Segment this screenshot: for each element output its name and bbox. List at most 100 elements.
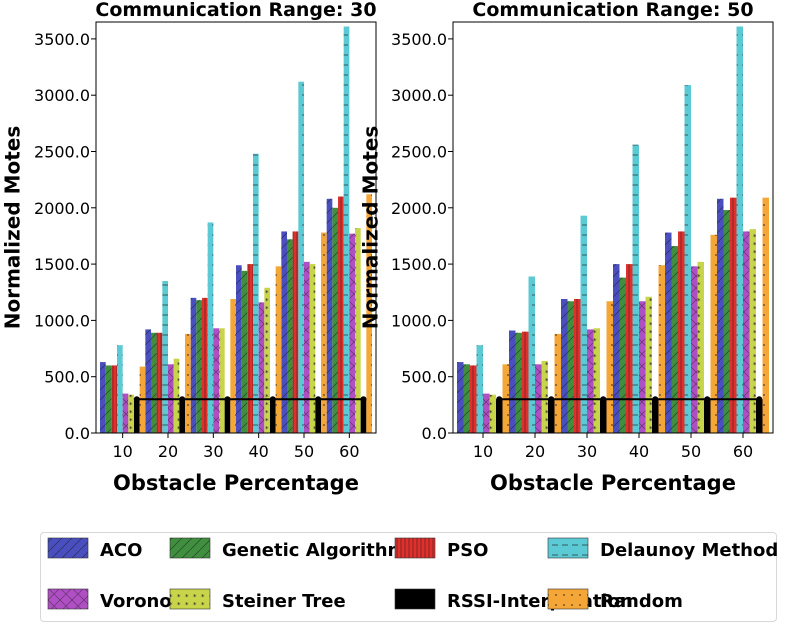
bar-hatch bbox=[522, 331, 529, 433]
bar-hatch bbox=[736, 26, 743, 433]
bar-aco-30 bbox=[190, 297, 197, 433]
bar-pso-30 bbox=[202, 297, 208, 433]
bar-pso-20 bbox=[522, 331, 529, 433]
bar-hatch bbox=[587, 329, 594, 433]
bar-random-60 bbox=[762, 197, 769, 433]
chart-panel-range-30: Communication Range: 30 0.0 500.0 1000.0 150… bbox=[1, 0, 377, 495]
bar-hatch bbox=[476, 345, 483, 433]
bar-delaunoy-method-20 bbox=[528, 276, 535, 433]
bar-rssi-interpolation-60 bbox=[360, 399, 367, 433]
bar-hatch bbox=[253, 153, 259, 433]
bar-voronoi-30 bbox=[587, 329, 594, 433]
bar-voronoi-30 bbox=[213, 328, 219, 433]
bar-pso-40 bbox=[626, 264, 633, 433]
bar-hatch bbox=[100, 362, 106, 433]
bar-hatch bbox=[515, 332, 522, 433]
y-tick-label: 3500.0 bbox=[34, 30, 90, 49]
bar-hatch bbox=[509, 330, 516, 433]
bar-hatch bbox=[343, 26, 350, 433]
bar-hatch bbox=[541, 360, 548, 433]
bar-hatch bbox=[366, 194, 372, 433]
y-tick-label: 1000.0 bbox=[34, 311, 90, 330]
x-tick-label: 40 bbox=[629, 442, 649, 461]
y-axis-label: Normalized Motes bbox=[359, 126, 383, 330]
bar-pso-30 bbox=[574, 299, 581, 433]
bar-hatch bbox=[298, 81, 304, 434]
bar-aco-20 bbox=[145, 329, 151, 433]
bar-aco-60 bbox=[717, 198, 724, 433]
bar-genetic-algorithms-50 bbox=[287, 239, 293, 433]
bar-delaunoy-method-40 bbox=[253, 153, 259, 433]
bar-hatch bbox=[281, 231, 287, 433]
bar-genetic-algorithms-10 bbox=[463, 364, 470, 433]
rssi-point-50 bbox=[315, 396, 322, 403]
bar-hatch bbox=[730, 197, 737, 433]
x-tick-label: 40 bbox=[248, 442, 268, 461]
bar-random-20 bbox=[185, 333, 191, 433]
bar-hatch bbox=[349, 233, 355, 433]
bar-random-40 bbox=[275, 266, 282, 433]
bar-hatch bbox=[561, 299, 568, 433]
bar-hatch bbox=[626, 264, 633, 433]
legend bbox=[40, 532, 777, 622]
chart-title: Communication Range: 30 bbox=[95, 0, 376, 21]
bar-random-30 bbox=[606, 301, 613, 433]
bar-genetic-algorithms-10 bbox=[105, 365, 112, 433]
bar-hatch bbox=[574, 299, 581, 433]
bar-genetic-algorithms-40 bbox=[241, 270, 248, 433]
bar-steiner-tree-50 bbox=[697, 261, 704, 433]
bar-hatch bbox=[665, 232, 672, 433]
bar-hatch bbox=[151, 332, 157, 433]
bar-voronoi-50 bbox=[691, 266, 698, 433]
x-tick-label: 60 bbox=[733, 442, 753, 461]
y-tick-label: 2500.0 bbox=[391, 142, 447, 161]
bar-hatch bbox=[111, 365, 117, 433]
y-tick-label: 0.0 bbox=[422, 424, 447, 443]
bar-aco-40 bbox=[613, 264, 620, 433]
bar-rssi-interpolation-30 bbox=[224, 399, 231, 433]
bar-rssi-interpolation-50 bbox=[704, 399, 711, 433]
bar-hatch bbox=[128, 394, 134, 433]
bar-delaunoy-method-60 bbox=[343, 26, 350, 433]
y-tick-label: 2500.0 bbox=[34, 142, 90, 161]
plot-frame bbox=[452, 21, 774, 434]
bar-hatch bbox=[162, 280, 168, 433]
bar-voronoi-60 bbox=[743, 231, 750, 433]
bar-steiner-tree-40 bbox=[264, 287, 270, 433]
bar-fill bbox=[360, 399, 367, 433]
bar-hatch bbox=[332, 207, 338, 433]
bar-voronoi-60 bbox=[349, 233, 355, 433]
bar-hatch bbox=[678, 231, 685, 433]
x-tick-label: 20 bbox=[525, 442, 545, 461]
y-tick-label: 3500.0 bbox=[391, 30, 447, 49]
bar-pso-10 bbox=[111, 365, 117, 433]
bar-aco-10 bbox=[100, 362, 106, 433]
bar-hatch bbox=[619, 277, 626, 433]
bar-aco-20 bbox=[509, 330, 516, 433]
bar-rssi-interpolation-20 bbox=[548, 399, 555, 433]
bar-rssi-interpolation-10 bbox=[496, 399, 503, 433]
y-tick-label: 1500.0 bbox=[34, 255, 90, 274]
plot-frame bbox=[95, 21, 377, 434]
bar-hatch bbox=[697, 261, 704, 433]
bar-hatch bbox=[762, 197, 769, 433]
bar-hatch bbox=[304, 261, 310, 433]
bar-genetic-algorithms-20 bbox=[151, 332, 157, 433]
bar-hatch bbox=[292, 231, 299, 433]
bar-steiner-tree-60 bbox=[355, 228, 361, 433]
bar-hatch bbox=[355, 228, 361, 433]
bar-delaunoy-method-60 bbox=[736, 26, 743, 433]
rssi-point-30 bbox=[224, 396, 231, 403]
bar-hatch bbox=[196, 300, 202, 433]
bar-random-20 bbox=[554, 333, 561, 433]
bar-hatch bbox=[338, 196, 344, 433]
rssi-point-60 bbox=[756, 396, 763, 403]
bar-aco-50 bbox=[281, 231, 287, 433]
bar-voronoi-50 bbox=[304, 261, 310, 433]
x-tick-label: 30 bbox=[203, 442, 223, 461]
bar-hatch bbox=[671, 246, 678, 433]
bar-fill bbox=[652, 399, 659, 433]
bar-genetic-algorithms-30 bbox=[567, 301, 574, 433]
bar-hatch bbox=[326, 198, 333, 433]
bar-rssi-interpolation-30 bbox=[600, 399, 607, 433]
